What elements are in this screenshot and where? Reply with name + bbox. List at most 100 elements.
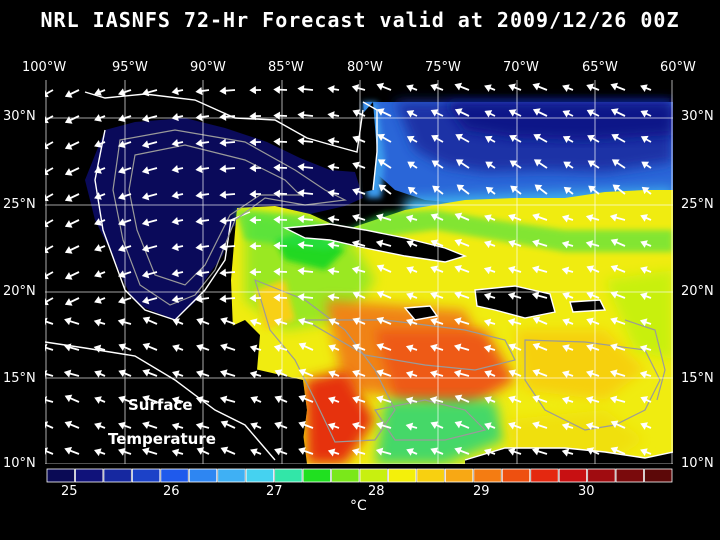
wind-arrow-head bbox=[141, 88, 150, 97]
wind-arrow-head bbox=[483, 318, 492, 327]
wind-arrow-head bbox=[327, 111, 335, 120]
colorbar-swatch bbox=[331, 468, 360, 483]
lat-label: 15°N bbox=[681, 371, 714, 386]
wind-arrow-head bbox=[585, 396, 594, 404]
wind-arrow-head bbox=[273, 293, 281, 302]
wind-arrow-head bbox=[430, 291, 438, 300]
wind-arrow-head bbox=[588, 185, 596, 193]
wind-arrow-head bbox=[219, 242, 227, 251]
florida-land bbox=[357, 102, 377, 192]
wind-arrow-head bbox=[328, 396, 336, 405]
wind-arrow-head bbox=[298, 447, 306, 455]
wind-arrow-head bbox=[454, 108, 463, 116]
wind-arrow-head bbox=[508, 343, 517, 351]
wind-arrow-head bbox=[375, 447, 384, 456]
colorbar-swatch bbox=[416, 468, 445, 483]
wind-arrow-head bbox=[328, 318, 337, 326]
wind-arrow-head bbox=[533, 159, 542, 167]
wind-arrow-head bbox=[508, 109, 517, 117]
wind-arrow-head bbox=[93, 318, 102, 327]
wind-arrow-head bbox=[142, 395, 150, 403]
wind-arrow-head bbox=[430, 317, 438, 326]
wind-arrow-head bbox=[585, 422, 594, 430]
lon-label: 90°W bbox=[190, 60, 226, 75]
wind-arrow-head bbox=[376, 369, 384, 377]
wind-arrow-head bbox=[405, 344, 414, 353]
wind-arrow-head bbox=[610, 446, 619, 455]
wind-arrow-head bbox=[510, 185, 518, 193]
wind-arrow-head bbox=[141, 140, 150, 149]
wind-arrow-head bbox=[171, 396, 180, 405]
wind-arrow-head bbox=[351, 266, 360, 274]
wind-arrow-head bbox=[273, 163, 281, 172]
wind-arrow-head bbox=[196, 343, 204, 352]
wind-arrow-head bbox=[297, 84, 305, 94]
wind-arrow-head bbox=[375, 421, 384, 430]
wind-arrow-head bbox=[405, 214, 414, 223]
wind-arrow-head bbox=[430, 421, 439, 429]
wind-arrow-head bbox=[327, 85, 335, 94]
wind-arrow-head bbox=[250, 396, 259, 404]
wind-arrow-head bbox=[141, 296, 150, 305]
wind-arrow-head bbox=[195, 190, 203, 200]
lon-label: 95°W bbox=[112, 60, 148, 75]
wind-arrow-head bbox=[327, 448, 336, 457]
wind-arrow-head bbox=[64, 394, 73, 403]
wind-arrow-head bbox=[117, 140, 126, 149]
wind-arrow-head bbox=[485, 161, 494, 169]
lat-label: 25°N bbox=[3, 197, 36, 212]
wind-arrow bbox=[45, 449, 54, 455]
lat-label: 30°N bbox=[3, 109, 36, 124]
wind-arrow-head bbox=[508, 369, 517, 378]
wind-arrow-head bbox=[64, 246, 73, 254]
wind-arrow-head bbox=[171, 113, 179, 122]
wind-arrow-head bbox=[532, 108, 541, 116]
wind-arrow-head bbox=[219, 395, 228, 404]
wind-arrow-head bbox=[430, 83, 438, 92]
wind-arrow-head bbox=[532, 316, 541, 325]
wind-arrow-head bbox=[171, 422, 180, 431]
wind-arrow-head bbox=[508, 421, 516, 430]
colorbar-swatch bbox=[75, 468, 104, 483]
wind-arrow-head bbox=[328, 344, 336, 352]
wind-arrow-head bbox=[274, 369, 283, 377]
wind-arrow-head bbox=[375, 239, 384, 248]
lon-label: 75°W bbox=[425, 60, 461, 75]
wind-arrow-head bbox=[351, 448, 360, 456]
wind-arrow-head bbox=[484, 422, 492, 431]
wind-arrow-head bbox=[249, 293, 257, 303]
wind-arrow-head bbox=[171, 243, 179, 252]
wind-arrow bbox=[45, 372, 54, 377]
wind-arrow-head bbox=[171, 269, 179, 278]
wind-arrow-head bbox=[352, 369, 360, 378]
wind-arrow-head bbox=[45, 194, 49, 202]
wind-arrow-head bbox=[117, 192, 126, 201]
lat-label: 25°N bbox=[681, 197, 714, 212]
wind-arrow-head bbox=[378, 184, 387, 192]
wind-arrow-head bbox=[249, 267, 257, 277]
wind-arrow-head bbox=[94, 270, 102, 278]
wind-arrow-head bbox=[508, 83, 516, 92]
wind-arrow-head bbox=[484, 84, 492, 92]
wind-arrow-head bbox=[141, 270, 150, 279]
wind-arrow-head bbox=[94, 396, 102, 404]
wind-arrow-head bbox=[94, 448, 102, 457]
wind-arrow-head bbox=[94, 166, 102, 174]
wind-arrow-head bbox=[586, 369, 594, 378]
jamaica-land bbox=[405, 306, 437, 320]
wind-arrow-head bbox=[171, 217, 179, 226]
colorbar-swatch bbox=[160, 468, 189, 483]
wind-arrow-head bbox=[195, 294, 203, 304]
wind-arrow-head bbox=[484, 214, 492, 222]
wind-arrow-head bbox=[64, 90, 73, 98]
wind-arrow-head bbox=[219, 190, 227, 199]
wind-arrow-head bbox=[483, 292, 492, 301]
wind-arrow-head bbox=[609, 395, 618, 404]
wind-arrow-head bbox=[45, 116, 49, 124]
wind-arrow-head bbox=[171, 448, 180, 457]
wind-arrow-head bbox=[328, 370, 336, 378]
wind-arrow-head bbox=[585, 214, 594, 222]
wind-arrow-head bbox=[250, 448, 258, 456]
wind-arrow-head bbox=[219, 294, 227, 303]
wind-arrow-head bbox=[297, 240, 305, 250]
